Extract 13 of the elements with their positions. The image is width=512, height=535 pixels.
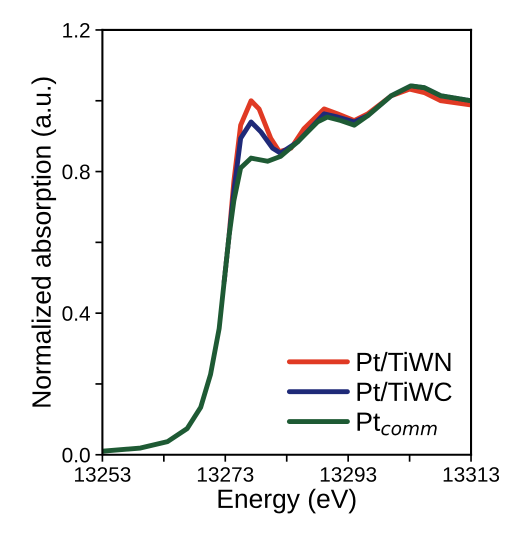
x-axis-title: Energy (eV) [218,488,356,514]
x-tick-label: 13253 [75,467,130,482]
x-tick-label: 13273 [198,467,254,482]
y-tick-label: 0.4 [62,306,90,321]
y-tick-label: 1.2 [63,22,90,38]
legend-label: Pt/TiWN [358,352,450,372]
y-tick-label: 0.8 [62,164,90,180]
y-axis-title: Normalized absorption (a.u.) [31,78,56,407]
legend-label: Pt/TiWC [358,382,452,402]
x-tick-label: 13293 [320,467,376,482]
y-tick-label: 0.0 [62,448,90,463]
x-tick-label: 13313 [444,467,500,482]
legend-label: Pt$_{comm}$ [358,412,437,436]
